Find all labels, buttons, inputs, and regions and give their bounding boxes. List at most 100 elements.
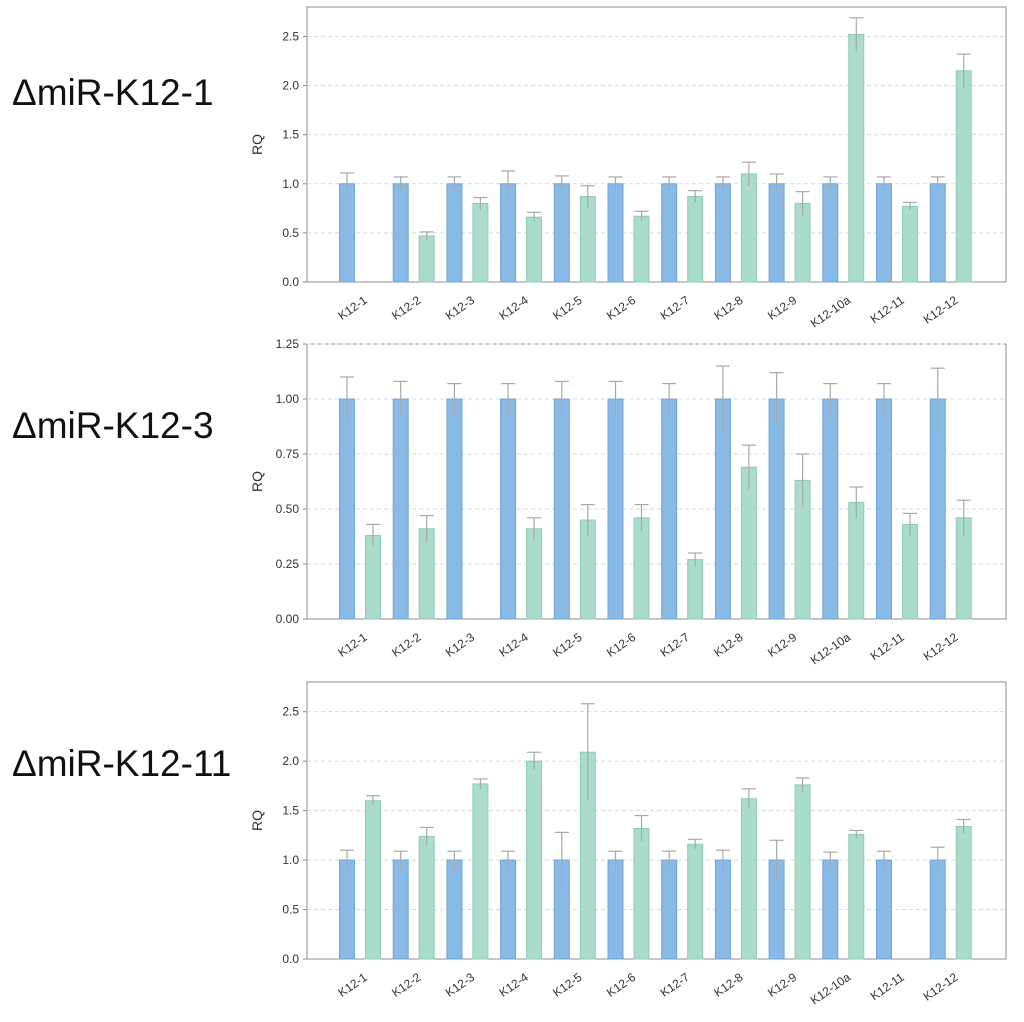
panel-label-k12-3: ΔmiR-K12-3 xyxy=(12,405,214,446)
bar-mutant xyxy=(740,798,757,960)
x-tick-label: K12-3 xyxy=(443,970,478,1000)
bar-control xyxy=(446,398,463,620)
bar-control xyxy=(553,398,570,620)
x-tick-label: K12-5 xyxy=(550,630,585,660)
plot-frame xyxy=(306,6,1007,283)
x-tick-label: K12-4 xyxy=(497,630,532,660)
y-tick-label: 0.5 xyxy=(282,226,299,240)
plot-frame xyxy=(306,681,1007,960)
bar-control xyxy=(822,183,839,283)
x-tick-label: K12-9 xyxy=(765,630,800,660)
bar-control xyxy=(339,183,355,283)
chart-panel-1: 0.0 0.5 1.0 1.5 2.0 2.5 RQ K12-1 K12-2 K12-3 K12-4… xyxy=(249,6,1007,330)
bar-mutant xyxy=(526,528,543,620)
bar-control xyxy=(876,859,892,960)
bar-mutant xyxy=(472,783,489,960)
x-tick-label: K12-10a xyxy=(808,630,853,668)
bar-mutant xyxy=(687,196,704,283)
x-tick-label: K12-3 xyxy=(443,293,478,323)
bar-control xyxy=(607,183,624,283)
y-tick-label: 1.00 xyxy=(276,392,300,406)
x-tick-label: K12-2 xyxy=(389,970,424,1000)
x-tick-label: K12-9 xyxy=(765,970,800,1000)
bar-mutant xyxy=(740,173,757,283)
bar-mutant xyxy=(955,825,972,960)
bar-control xyxy=(929,398,946,620)
bar-mutant xyxy=(472,202,489,283)
bar-mutant xyxy=(794,202,811,283)
y-tick-label: 1.0 xyxy=(282,177,299,191)
y-axis-label: RQ xyxy=(249,471,265,492)
bar-control xyxy=(661,859,678,960)
x-tick-label: K12-8 xyxy=(711,970,746,1000)
x-tick-label: K12-1 xyxy=(335,630,370,660)
bar-mutant xyxy=(848,833,865,960)
plot-frame xyxy=(306,343,1007,620)
bar-mutant xyxy=(365,800,381,960)
y-tick-label: 2.0 xyxy=(282,754,299,768)
panel-label-k12-11: ΔmiR-K12-11 xyxy=(12,743,232,784)
x-tick-label: K12-11 xyxy=(868,630,907,663)
bar-control xyxy=(822,398,839,620)
x-tick-label: K12-12 xyxy=(921,970,961,1004)
x-tick-label: K12-2 xyxy=(389,630,424,660)
x-tick-label: K12-12 xyxy=(921,630,961,664)
bar-mutant xyxy=(633,517,650,620)
bar-mutant xyxy=(418,835,435,960)
chart-panel-3: 0.0 0.5 1.0 1.5 2.0 2.5 RQ K12-1 K12-2 K12-3 K12-4… xyxy=(249,681,1007,1008)
bar-mutant xyxy=(848,34,865,283)
x-tick-label: K12-6 xyxy=(604,970,639,1000)
y-tick-label: 0.50 xyxy=(276,502,300,516)
x-tick-label: K12-5 xyxy=(550,293,585,323)
x-tick-label: K12-7 xyxy=(658,630,693,660)
y-tick-label: 0.0 xyxy=(282,952,299,966)
panel-label-k12-1: ΔmiR-K12-1 xyxy=(12,72,214,113)
bar-control xyxy=(392,183,409,283)
bar-control xyxy=(822,859,839,960)
x-tick-label: K12-6 xyxy=(604,293,639,323)
y-tick-label: 0.25 xyxy=(276,557,300,571)
bar-control xyxy=(876,183,892,283)
y-tick-label: 0.75 xyxy=(276,447,300,461)
bar-mutant xyxy=(902,523,918,620)
bar-control xyxy=(392,859,409,960)
bar-control xyxy=(929,183,946,283)
y-tick-label: 1.5 xyxy=(282,128,299,142)
bar-mutant xyxy=(687,559,704,620)
x-tick-label: K12-7 xyxy=(658,970,693,1000)
x-tick-label: K12-8 xyxy=(711,293,746,323)
bar-control xyxy=(607,398,624,620)
x-tick-label: K12-3 xyxy=(443,630,478,660)
bar-control xyxy=(768,183,785,283)
bar-mutant xyxy=(579,196,596,283)
bar-mutant xyxy=(365,534,381,620)
bar-mutant xyxy=(633,215,650,283)
x-tick-label: K12-4 xyxy=(497,293,532,323)
bar-mutant xyxy=(526,216,543,283)
bar-control xyxy=(500,398,517,620)
bar-control xyxy=(392,398,409,620)
bar-control xyxy=(500,183,517,283)
x-tick-label: K12-8 xyxy=(711,630,746,660)
bar-mutant xyxy=(740,466,757,620)
bar-control xyxy=(446,183,463,283)
y-tick-label: 2.5 xyxy=(282,29,299,43)
bar-control xyxy=(339,398,355,620)
y-tick-label: 0.5 xyxy=(282,903,299,917)
x-tick-label: K12-11 xyxy=(868,970,907,1003)
bar-control xyxy=(339,859,355,960)
x-tick-label: K12-4 xyxy=(497,970,532,1000)
x-tick-label: K12-6 xyxy=(604,630,639,660)
y-tick-label: 2.0 xyxy=(282,79,299,93)
chart-panel-2: 0.00 0.25 0.50 0.75 1.00 1.25 RQ K12-1 K12-2 K12-… xyxy=(249,337,1007,668)
x-tick-label: K12-1 xyxy=(335,970,370,1000)
bar-mutant xyxy=(902,205,918,283)
x-tick-label: K12-5 xyxy=(550,970,585,1000)
bar-mutant xyxy=(418,235,435,283)
bar-mutant xyxy=(687,843,704,960)
x-tick-label: K12-10a xyxy=(808,970,853,1008)
bar-mutant xyxy=(848,501,865,620)
x-tick-label: K12-1 xyxy=(335,293,370,323)
y-tick-label: 0.00 xyxy=(276,612,300,626)
